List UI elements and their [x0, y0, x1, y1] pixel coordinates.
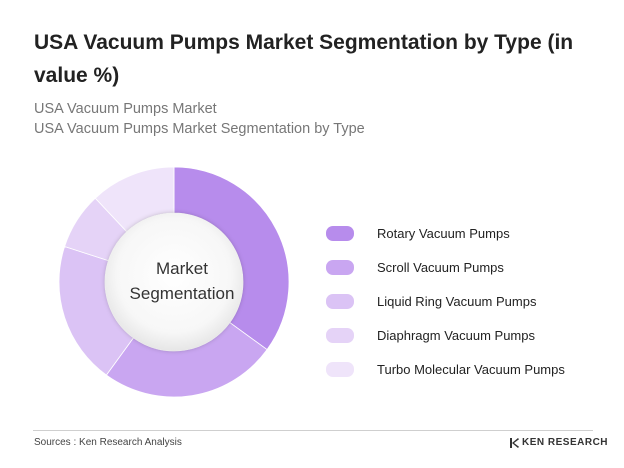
chart-subtitle: USA Vacuum Pumps Market USA Vacuum Pumps… [34, 99, 365, 139]
donut-slice-turbo-molecular [94, 166, 175, 233]
legend-item-liquid-ring: Liquid Ring Vacuum Pumps [326, 284, 616, 318]
chart-title: USA Vacuum Pumps Market Segmentation by … [34, 31, 574, 87]
legend-label: Diaphragm Vacuum Pumps [377, 327, 535, 343]
legend-item-turbo-molecular: Turbo Molecular Vacuum Pumps [326, 352, 616, 386]
footer-divider [33, 430, 593, 431]
legend-label: Rotary Vacuum Pumps [377, 225, 510, 241]
legend-swatch [326, 259, 354, 275]
subtitle-line-2: USA Vacuum Pumps Market Segmentation by … [34, 121, 365, 137]
legend-label: Turbo Molecular Vacuum Pumps [377, 361, 565, 377]
legend-swatch [326, 327, 354, 343]
donut-hole [105, 213, 243, 351]
center-label-line-1: Market [156, 259, 208, 278]
center-label-line-2: Segmentation [129, 284, 235, 303]
legend-label: Liquid Ring Vacuum Pumps [377, 293, 537, 309]
legend-item-rotary: Rotary Vacuum Pumps [326, 216, 616, 250]
brand-logo: KEN RESEARCH [510, 437, 608, 448]
legend-swatch [326, 361, 354, 377]
ken-research-logo-icon [510, 437, 519, 448]
chart-legend: Rotary Vacuum Pumps Scroll Vacuum Pumps … [326, 216, 616, 386]
legend-swatch [326, 225, 354, 241]
subtitle-line-1: USA Vacuum Pumps Market [34, 101, 217, 117]
donut-slices [58, 166, 290, 398]
legend-label: Scroll Vacuum Pumps [377, 259, 504, 275]
donut-center-label: Market Segmentation [112, 256, 252, 306]
brand-name: KEN RESEARCH [522, 437, 609, 448]
legend-swatch [326, 293, 354, 309]
legend-item-scroll: Scroll Vacuum Pumps [326, 250, 616, 284]
legend-item-diaphragm: Diaphragm Vacuum Pumps [326, 318, 616, 352]
source-note: Sources : Ken Research Analysis [34, 437, 182, 448]
